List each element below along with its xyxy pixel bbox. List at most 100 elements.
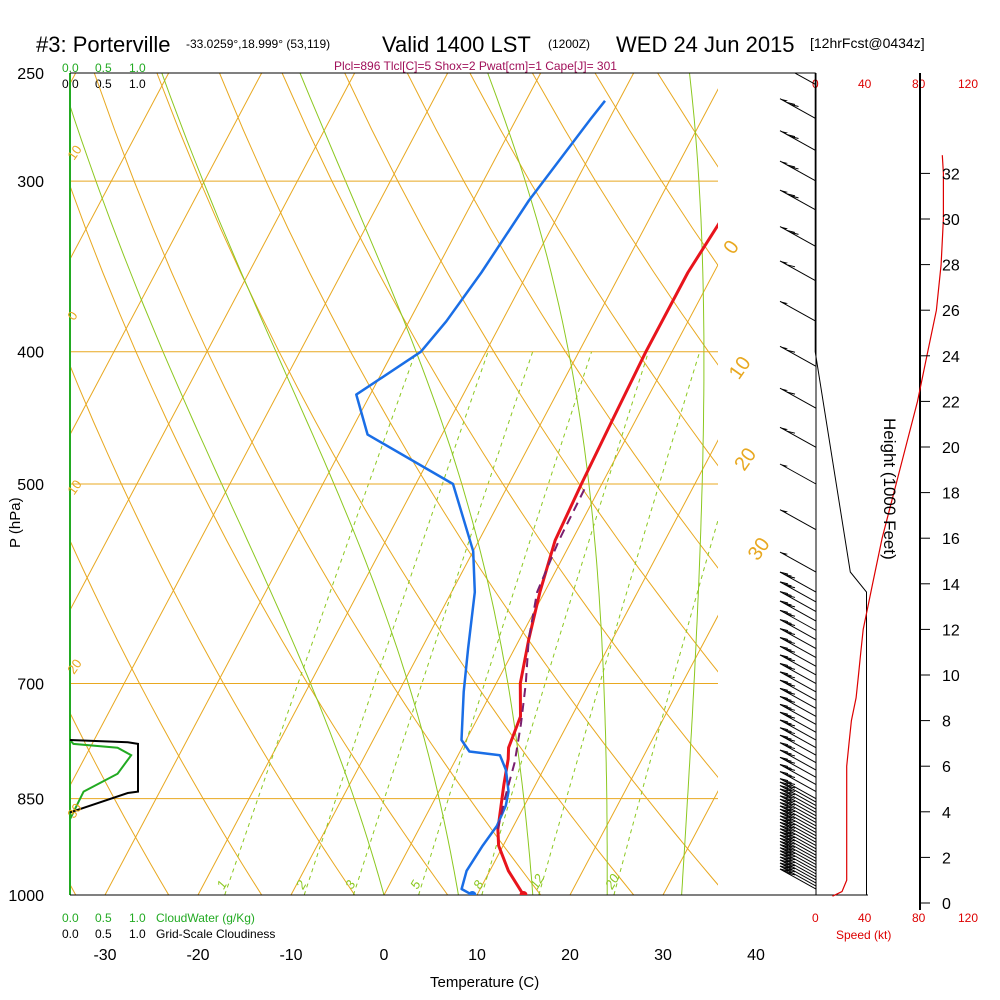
wind-barb	[779, 859, 817, 881]
wind-barb-tick	[779, 771, 789, 775]
wind-barb-tick	[779, 834, 789, 838]
cloudiness-scale-top-2: 1.0	[129, 77, 146, 91]
wind-barb-staff	[779, 619, 817, 641]
wind-barb-tick	[779, 756, 789, 760]
wind-barb-staff	[779, 260, 817, 282]
forecast-info: [12hrFcst@0434z]	[810, 35, 925, 51]
wind-barb	[779, 812, 817, 833]
wind-barb-tick	[783, 664, 792, 668]
wind-barb	[779, 818, 817, 840]
wind-barb-tick	[786, 785, 796, 789]
wind-barb	[779, 637, 817, 658]
mixing-ratio-label: 2	[292, 877, 309, 892]
wind-barb-tick	[783, 852, 792, 856]
wind-barb-tick	[783, 673, 792, 677]
wind-barb-tick	[786, 851, 796, 855]
mixing-ratio-label: 1	[213, 878, 230, 892]
dewpoint-surface-marker	[468, 891, 477, 895]
wind-barb	[779, 260, 817, 282]
wind-barb-staff	[779, 509, 817, 531]
wind-barb-tick	[783, 804, 792, 807]
wind-barb-tick	[786, 863, 796, 867]
pressure-tick-label: 500	[17, 477, 44, 494]
wind-barb-tick	[783, 820, 792, 824]
wind-barb	[779, 847, 817, 869]
wind-barb-tick	[786, 715, 796, 719]
mixing-ratio-line	[613, 518, 718, 895]
isotherm-line	[70, 73, 263, 436]
station-coords: -33.0259°,18.999° (53,119)	[186, 37, 330, 51]
wind-barb-tick	[779, 628, 789, 632]
wind-barb-staff	[779, 160, 817, 182]
wind-barb-tick	[786, 264, 796, 268]
wind-barb-tick	[786, 585, 796, 589]
dry-adiabat	[971, 73, 1000, 895]
pressure-tick-label: 400	[17, 345, 44, 362]
isotherm-label: 10	[725, 353, 756, 384]
wind-barb-tick	[786, 430, 796, 434]
wind-barb-tick	[779, 850, 789, 854]
wind-barb-staff	[779, 463, 817, 485]
wind-barb-staff	[779, 719, 817, 741]
cloudiness-scale-bottom-0: 0.0	[62, 927, 79, 941]
temperature-profile-line	[496, 222, 718, 895]
wind-barb-tick	[786, 622, 796, 626]
wind-barb-tick	[779, 795, 789, 799]
wind-barb-staff	[779, 815, 817, 837]
wind-barb	[779, 785, 817, 807]
wind-barb-staff	[779, 387, 817, 409]
wind-barb-staff	[779, 818, 817, 840]
wind-barb-flag	[780, 427, 788, 431]
wind-barb-tick	[786, 782, 796, 786]
isotherm-label: 10	[64, 142, 85, 162]
wind-barb-staff	[779, 778, 817, 800]
wind-barb-staff	[779, 637, 817, 658]
wind-barb-staff	[779, 130, 817, 152]
zulu-time: (1200Z)	[548, 37, 590, 51]
wind-barb-tick	[786, 788, 796, 792]
wind-barb	[779, 821, 817, 843]
wind-barb-staff	[779, 825, 817, 846]
pressure-tick-label: 300	[17, 174, 44, 191]
wind-barb	[779, 788, 817, 810]
wind-barb-tick	[783, 797, 792, 801]
wind-barb-flag	[780, 552, 788, 555]
wind-barb-tick	[786, 604, 796, 608]
isotherm-label: 0	[719, 236, 743, 258]
wind-barb-tick	[779, 847, 789, 851]
dewpoint-profile-line	[355, 100, 606, 895]
speed-scale-bottom-2: 80	[912, 911, 926, 925]
wind-barb-tick	[779, 802, 789, 806]
wind-barb-flag	[780, 161, 788, 165]
wind-barb-tick	[783, 842, 792, 846]
wind-barb-tick	[779, 791, 789, 795]
wind-barb-tick	[783, 787, 792, 790]
wind-barb-tick	[783, 621, 792, 624]
wind-barb	[779, 679, 817, 701]
wind-barb-tick	[783, 765, 792, 769]
wind-barb	[779, 628, 817, 650]
height-tick-label: 22	[942, 394, 960, 411]
wind-barb-tick	[779, 865, 789, 869]
wind-barb-tick	[787, 69, 795, 71]
dry-adiabat	[406, 73, 718, 569]
wind-barb-tick	[779, 764, 789, 768]
wind-barb-tick	[779, 844, 789, 848]
wind-barb-staff	[779, 742, 817, 764]
wind-barb-staff	[779, 226, 817, 247]
wind-barb-tick	[783, 681, 792, 685]
wind-barb-tick	[790, 103, 799, 107]
wind-barb-staff	[779, 802, 817, 823]
wind-barb-tick	[786, 666, 796, 670]
parcel-params: Plcl=896 Tlcl[C]=5 Shox=2 Pwat[cm]=1 Cap…	[334, 59, 617, 73]
wind-barb-tick	[786, 841, 796, 845]
wind-barb	[779, 98, 817, 120]
wind-barb-tick	[786, 872, 796, 876]
wind-barb-staff	[779, 189, 817, 211]
wind-barb-tick	[779, 671, 789, 675]
moist-adiabat	[487, 73, 608, 895]
moist-adiabat	[70, 104, 385, 895]
wind-barb-staff	[779, 703, 817, 725]
wind-barb-tick	[779, 663, 789, 666]
wind-barb-tick	[786, 822, 796, 826]
